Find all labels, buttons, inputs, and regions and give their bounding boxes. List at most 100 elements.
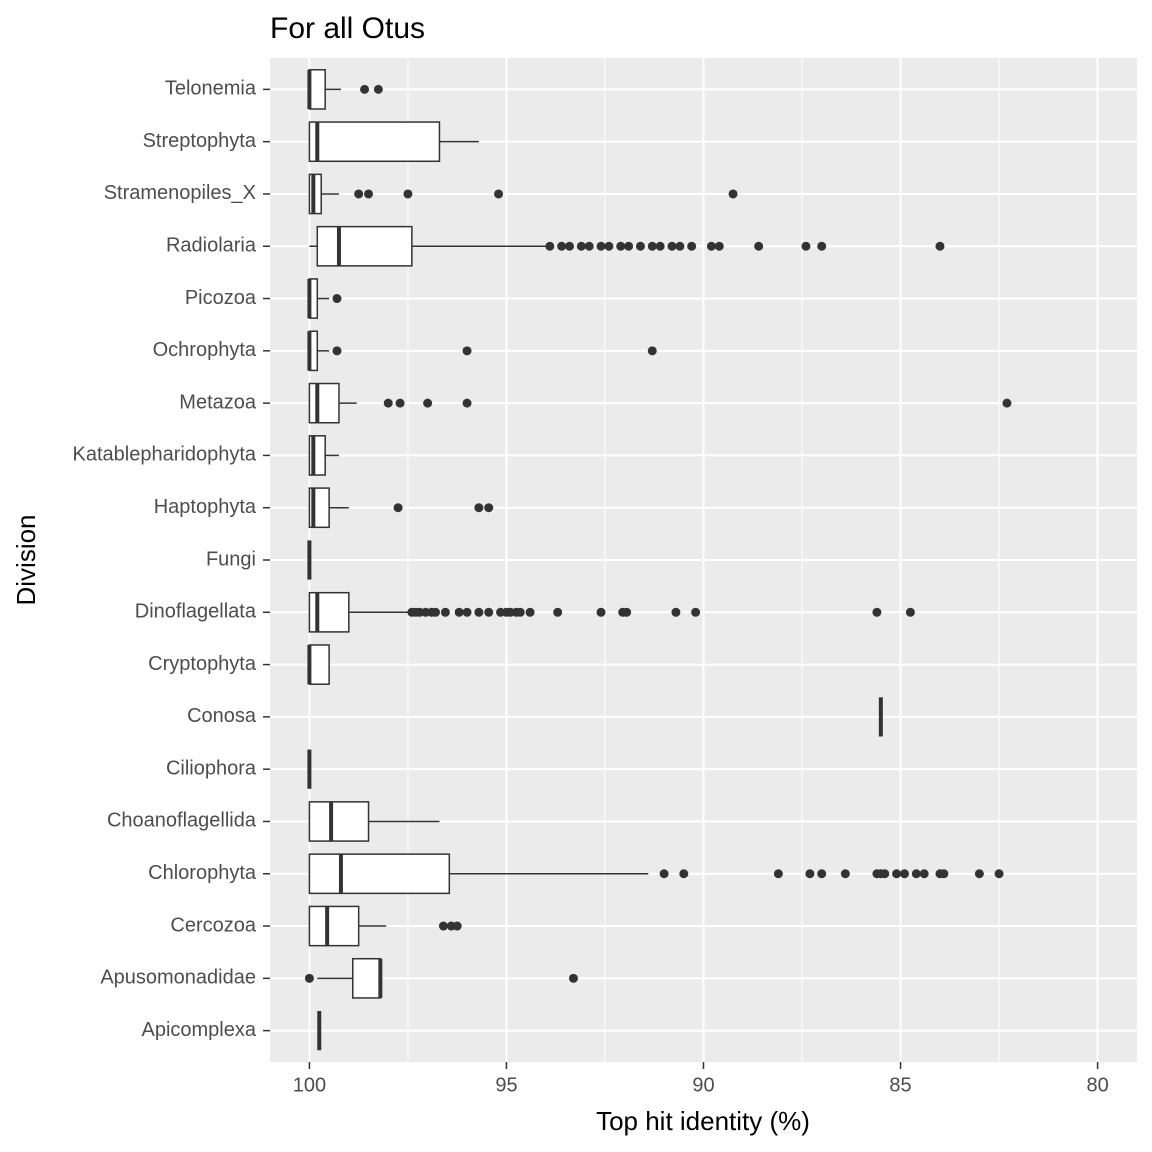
outlier — [706, 241, 716, 251]
y-tick-label: Apicomplexa — [141, 1019, 256, 1041]
outlier — [557, 241, 567, 251]
outlier — [515, 607, 525, 617]
outlier — [403, 189, 413, 199]
outlier — [484, 607, 494, 617]
chart-title: For all Otus — [270, 12, 425, 45]
y-tick-label: Conosa — [187, 705, 257, 727]
box — [316, 225, 413, 267]
box — [308, 69, 326, 110]
outlier — [332, 294, 342, 304]
y-tick-label: Choanoflagellida — [107, 810, 257, 832]
outlier — [545, 241, 555, 251]
outlier — [596, 241, 606, 251]
y-tick-label: Ciliophora — [166, 757, 257, 779]
outlier — [616, 241, 626, 251]
x-tick-label: 100 — [293, 1074, 326, 1096]
outlier — [687, 241, 697, 251]
outlier — [754, 241, 764, 251]
y-tick-label: Ochrophyta — [153, 339, 257, 361]
outlier — [604, 241, 614, 251]
y-tick-label: Cercozoa — [170, 914, 256, 936]
x-tick-label: 80 — [1086, 1074, 1108, 1096]
outlier — [714, 241, 724, 251]
y-tick-label: Telonemia — [165, 78, 257, 100]
outlier — [393, 503, 403, 513]
box — [308, 382, 340, 424]
box — [308, 905, 360, 947]
outlier — [438, 921, 448, 931]
outlier — [494, 189, 504, 199]
outlier — [773, 869, 783, 879]
outlier — [622, 607, 632, 617]
outlier — [484, 503, 494, 513]
outlier — [360, 84, 370, 94]
outlier — [801, 241, 811, 251]
outlier — [655, 241, 665, 251]
outlier — [679, 869, 689, 879]
outlier — [431, 607, 441, 617]
box — [308, 853, 451, 895]
outlier — [675, 241, 685, 251]
outlier — [805, 869, 815, 879]
y-tick-label: Metazoa — [179, 391, 257, 413]
y-tick-label: Katablepharidophyta — [73, 444, 257, 466]
outlier — [994, 869, 1004, 879]
x-tick-label: 85 — [889, 1074, 911, 1096]
outlier — [647, 241, 657, 251]
outlier — [919, 869, 929, 879]
outlier — [667, 241, 677, 251]
y-tick-label: Streptophyta — [143, 130, 257, 152]
y-tick-label: Radiolaria — [166, 235, 257, 257]
outlier — [911, 869, 921, 879]
outlier — [817, 869, 827, 879]
y-tick-label: Chlorophyta — [148, 862, 257, 884]
x-tick-label: 95 — [495, 1074, 517, 1096]
outlier — [452, 921, 462, 931]
outlier — [462, 607, 472, 617]
outlier — [840, 869, 850, 879]
outlier — [892, 869, 902, 879]
outlier — [596, 607, 606, 617]
outlier — [899, 869, 909, 879]
outlier — [565, 241, 575, 251]
y-tick-label: Cryptophyta — [148, 653, 257, 675]
outlier — [364, 189, 374, 199]
box — [308, 801, 370, 842]
y-tick-label: Stramenopiles_X — [104, 182, 256, 204]
outlier — [474, 503, 484, 513]
outlier — [624, 241, 634, 251]
outlier — [872, 607, 882, 617]
outlier — [647, 346, 657, 356]
outlier — [905, 607, 915, 617]
y-tick-label: Fungi — [206, 548, 256, 570]
y-tick-label: Haptophyta — [154, 496, 257, 518]
outlier — [880, 869, 890, 879]
outlier — [474, 607, 484, 617]
y-tick-label: Apusomonadidae — [100, 967, 256, 989]
x-tick-label: 90 — [692, 1074, 714, 1096]
outlier — [635, 241, 645, 251]
box — [308, 644, 330, 685]
outlier — [553, 607, 563, 617]
y-tick-label: Dinoflagellata — [135, 601, 257, 623]
outlier — [939, 869, 949, 879]
outlier — [568, 973, 578, 983]
outlier — [373, 84, 383, 94]
outlier — [1002, 398, 1012, 408]
outlier — [462, 398, 472, 408]
outlier — [691, 607, 701, 617]
outlier — [332, 346, 342, 356]
outlier — [440, 607, 450, 617]
outlier — [935, 241, 945, 251]
outlier — [454, 607, 464, 617]
outlier — [659, 869, 669, 879]
box — [352, 957, 382, 999]
outlier — [584, 241, 594, 251]
outlier — [671, 607, 681, 617]
outlier — [974, 869, 984, 879]
outlier — [576, 241, 586, 251]
y-axis-title: Division — [11, 514, 41, 605]
outlier — [395, 398, 405, 408]
outlier — [423, 398, 433, 408]
